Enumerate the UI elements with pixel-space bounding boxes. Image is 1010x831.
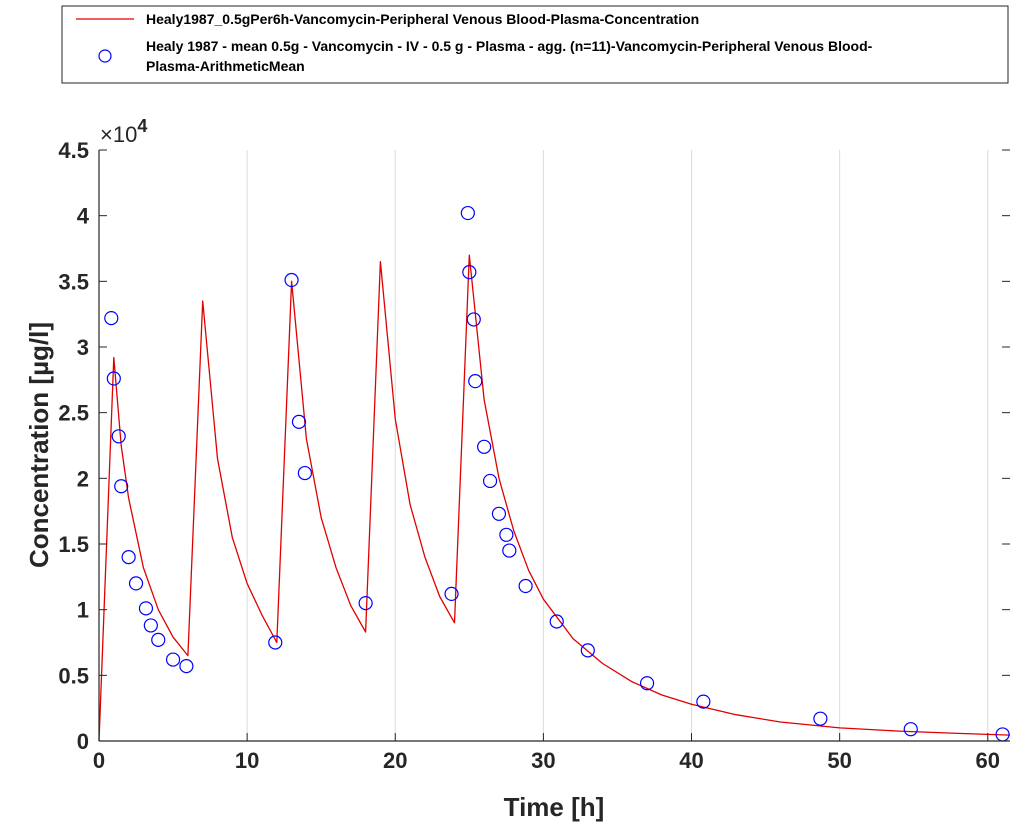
y-tick-label-5: 2.5 (58, 401, 89, 426)
legend-entry-simulation: Healy1987_0.5gPer6h-Vancomycin-Periphera… (146, 11, 699, 27)
y-axis-exponent-base: ×10 (100, 122, 137, 147)
observed-point-27 (549, 614, 564, 629)
axes-lines (98, 150, 1010, 742)
y-tick-label-7: 3.5 (58, 269, 89, 294)
observed-point-8 (151, 632, 166, 647)
observed-point-24 (499, 527, 514, 542)
y-tick-label-4: 2 (77, 466, 89, 491)
observed-point-7 (143, 618, 158, 633)
simulation-line (98, 254, 1010, 742)
observed-point-17 (460, 205, 475, 221)
observed-point-20 (468, 374, 483, 389)
observed-point-23 (491, 506, 507, 521)
observed-point-13 (291, 414, 307, 429)
y-tick-label-8: 4 (77, 204, 90, 229)
x-tick-label-6: 60 (976, 748, 1000, 773)
y-tick-label-0: 0 (77, 729, 89, 754)
y-ticks: 0 0.5 1 1.5 2 2.5 3 3.5 4 4.5 (58, 138, 1010, 754)
observed-point-18 (462, 265, 477, 280)
simulation-series (98, 254, 1010, 742)
y-axis-exponent-power: 4 (137, 116, 147, 136)
x-tick-label-2: 20 (383, 748, 407, 773)
y-tick-label-1: 0.5 (58, 663, 89, 688)
plot-area: 0 10 20 30 40 50 60 0 0.5 1 1.5 2 2.5 3 3.5 4 4.5 (58, 138, 1010, 773)
y-axis-exponent: ×104 (100, 116, 147, 147)
observed-point-10 (179, 659, 194, 674)
legend-entry-observed-line1: Healy 1987 - mean 0.5g - Vancomycin - IV… (146, 38, 873, 54)
legend: Healy1987_0.5gPer6h-Vancomycin-Periphera… (61, 5, 1009, 84)
observed-point-11 (268, 635, 283, 650)
legend-box (61, 5, 1009, 84)
observed-point-30 (696, 694, 711, 709)
x-axis-label: Time [h] (504, 792, 605, 822)
observed-point-9 (165, 652, 181, 667)
y-tick-label-2: 1 (77, 598, 89, 623)
observed-point-19 (466, 312, 481, 327)
grid (246, 150, 989, 741)
observed-point-16 (444, 586, 459, 602)
axes-box (99, 150, 1010, 741)
observed-point-4 (121, 550, 136, 565)
legend-entry-observed-line2: Plasma-ArithmeticMean (146, 58, 305, 74)
observed-point-1 (106, 371, 121, 386)
observed-point-5 (128, 576, 144, 591)
observed-point-6 (138, 601, 154, 616)
x-tick-label-1: 10 (235, 748, 259, 773)
legend-marker-observed (98, 49, 112, 63)
legend-entry-observed: Healy 1987 - mean 0.5g - Vancomycin - IV… (146, 38, 876, 74)
x-tick-label-0: 0 (93, 748, 105, 773)
observed-point-2 (111, 429, 126, 444)
y-tick-label-6: 3 (77, 335, 89, 360)
x-ticks: 0 10 20 30 40 50 60 (93, 733, 1000, 773)
y-tick-label-9: 4.5 (58, 138, 89, 163)
observed-point-12 (284, 272, 299, 288)
observed-point-31 (813, 711, 828, 726)
observed-point-22 (482, 473, 498, 489)
observed-point-14 (297, 465, 313, 481)
y-tick-label-3: 1.5 (58, 532, 89, 557)
observed-point-26 (518, 578, 533, 594)
x-tick-label-4: 40 (679, 748, 703, 773)
x-tick-label-5: 50 (827, 748, 851, 773)
observed-series (104, 205, 1010, 742)
x-tick-label-3: 30 (531, 748, 555, 773)
observed-point-28 (580, 643, 595, 658)
observed-point-0 (104, 311, 119, 326)
y-axis-label: Concentration [µg/l] (24, 322, 54, 568)
observed-point-25 (502, 543, 517, 558)
observed-point-15 (358, 595, 373, 611)
observed-point-32 (903, 722, 918, 737)
observed-point-3 (114, 479, 129, 494)
observed-point-21 (477, 439, 492, 454)
observed-point-29 (639, 676, 655, 691)
